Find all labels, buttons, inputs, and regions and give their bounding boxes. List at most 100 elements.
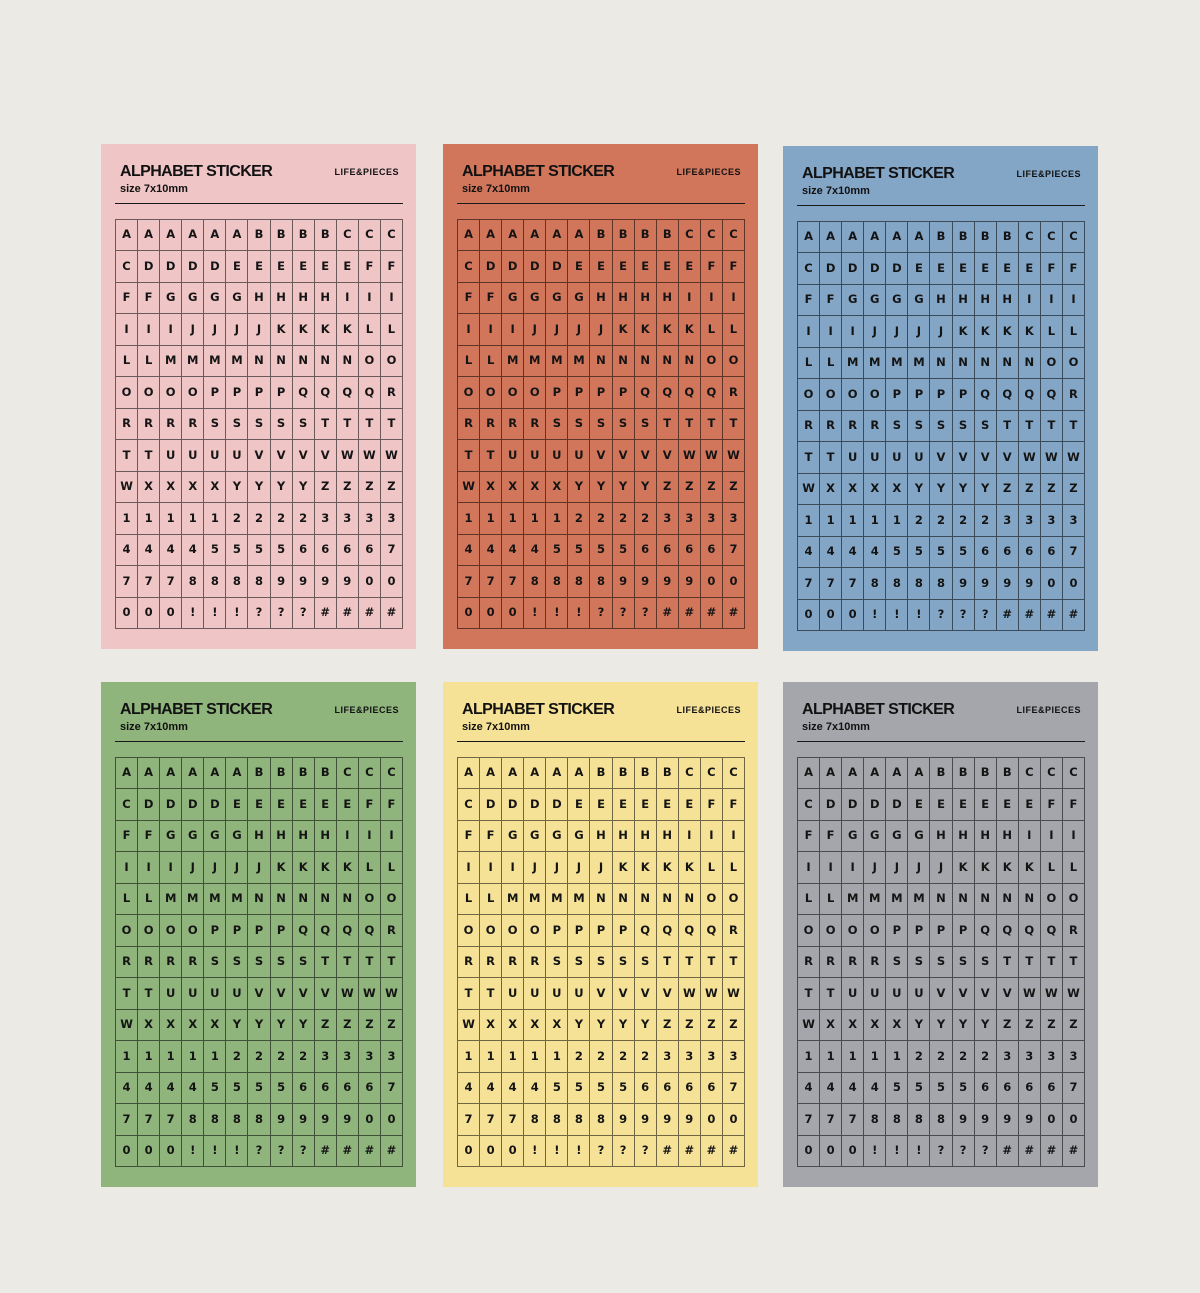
sticker-cell: Q xyxy=(336,377,359,409)
sticker-cell: R xyxy=(502,408,525,441)
sticker-cell: E xyxy=(248,789,271,821)
sticker-cell: F xyxy=(458,820,481,853)
sticker-cell: H xyxy=(612,820,635,853)
sticker-cell: C xyxy=(116,251,139,283)
sticker-cell: Y xyxy=(974,473,997,506)
sticker-cell: 9 xyxy=(336,1104,359,1136)
sticker-cell: P xyxy=(930,379,953,411)
sticker-cell: T xyxy=(358,408,381,441)
sticker-cell: N xyxy=(930,347,953,380)
sticker-cell: S xyxy=(292,946,315,979)
sticker-cell: S xyxy=(612,408,635,441)
sticker-cell: R xyxy=(798,946,821,979)
sticker-cell: V xyxy=(314,978,337,1010)
sticker-cell: A xyxy=(182,758,205,790)
sticker-cell: 0 xyxy=(1040,1104,1063,1136)
sticker-cell: Q xyxy=(974,379,997,411)
sticker-cell: I xyxy=(358,820,381,853)
sticker-cell: T xyxy=(1040,946,1063,979)
sticker-cell: O xyxy=(358,345,381,378)
sticker-cell: D xyxy=(864,789,887,821)
sticker-cell: 5 xyxy=(568,1072,591,1105)
sticker-cell: O xyxy=(182,915,205,947)
sticker-cell: G xyxy=(226,820,249,853)
sticker-cell: V xyxy=(292,978,315,1010)
sticker-cell: L xyxy=(480,345,503,378)
sticker-cell: A xyxy=(820,222,843,254)
sticker-cell: E xyxy=(568,789,591,821)
sticker-cell: E xyxy=(590,251,613,283)
size-label: size 7x10mm xyxy=(120,721,188,733)
sticker-cell: U xyxy=(204,978,227,1010)
sticker-cell: T xyxy=(380,946,403,979)
sticker-cell: F xyxy=(820,820,843,853)
sticker-cell: J xyxy=(886,852,909,884)
sticker-cell: Z xyxy=(678,471,701,504)
sticker-cell: M xyxy=(226,883,249,916)
sticker-cell: T xyxy=(700,946,723,979)
sticker-cell: U xyxy=(204,440,227,472)
sticker-cell: ! xyxy=(182,1135,205,1167)
sticker-cell: 8 xyxy=(590,1104,613,1136)
divider xyxy=(797,205,1085,206)
sticker-cell: L xyxy=(358,314,381,346)
sticker-cell: K xyxy=(1018,316,1041,348)
sticker-cell: I xyxy=(1018,284,1041,317)
sticker-cell: O xyxy=(160,377,183,409)
sticker-cell: A xyxy=(502,220,525,252)
sheet-title: ALPHABET STICKER xyxy=(120,701,273,718)
sticker-cell: N xyxy=(612,345,635,378)
sticker-cell: E xyxy=(930,789,953,821)
sticker-cell: 8 xyxy=(524,1104,547,1136)
sticker-cell: # xyxy=(1040,1135,1063,1167)
sticker-cell: D xyxy=(502,789,525,821)
sticker-cell: T xyxy=(678,408,701,441)
sticker-cell: 6 xyxy=(974,536,997,569)
sticker-cell: 5 xyxy=(590,534,613,567)
sticker-cell: 8 xyxy=(546,1104,569,1136)
sticker-cell: Q xyxy=(678,377,701,409)
sticker-cell: 4 xyxy=(864,1072,887,1105)
sticker-cell: B xyxy=(270,220,293,252)
sticker-cell: Q xyxy=(1018,915,1041,947)
sticker-cell: C xyxy=(1018,758,1041,790)
sticker-cell: 9 xyxy=(952,568,975,600)
sticker-cell: 2 xyxy=(270,503,293,535)
sticker-cell: L xyxy=(722,314,745,346)
sticker-cell: Z xyxy=(1062,473,1085,506)
sticker-cell: T xyxy=(358,946,381,979)
sticker-cell: G xyxy=(160,282,183,315)
sticker-cell: I xyxy=(700,282,723,315)
sticker-cell: 7 xyxy=(1062,1072,1085,1105)
sticker-cell: H xyxy=(952,820,975,853)
sticker-cell: R xyxy=(380,915,403,947)
sticker-cell: B xyxy=(248,758,271,790)
sticker-cell: O xyxy=(798,915,821,947)
sticker-cell: 9 xyxy=(292,1104,315,1136)
sticker-cell: 2 xyxy=(270,1041,293,1073)
sticker-cell: # xyxy=(358,1135,381,1167)
sticker-cell: E xyxy=(996,789,1019,821)
sticker-cell: H xyxy=(974,284,997,317)
sticker-cell: 0 xyxy=(116,1135,139,1167)
sticker-cell: 4 xyxy=(458,1072,481,1105)
sticker-cell: R xyxy=(842,946,865,979)
sticker-cell: E xyxy=(590,789,613,821)
sticker-cell: M xyxy=(160,883,183,916)
sticker-cell: 6 xyxy=(292,1072,315,1105)
sticker-cell: 5 xyxy=(886,536,909,569)
sticker-cell: 3 xyxy=(700,1041,723,1073)
sticker-cell: G xyxy=(842,284,865,317)
sticker-cell: S xyxy=(590,408,613,441)
sticker-cell: O xyxy=(820,915,843,947)
sticker-cell: 0 xyxy=(700,1104,723,1136)
sticker-cell: 3 xyxy=(314,503,337,535)
sticker-cell: 0 xyxy=(380,1104,403,1136)
sticker-cell: O xyxy=(138,915,161,947)
sticker-cell: # xyxy=(700,597,723,629)
sticker-cell: A xyxy=(908,758,931,790)
sticker-cell: Q xyxy=(292,915,315,947)
sticker-cell: J xyxy=(546,852,569,884)
